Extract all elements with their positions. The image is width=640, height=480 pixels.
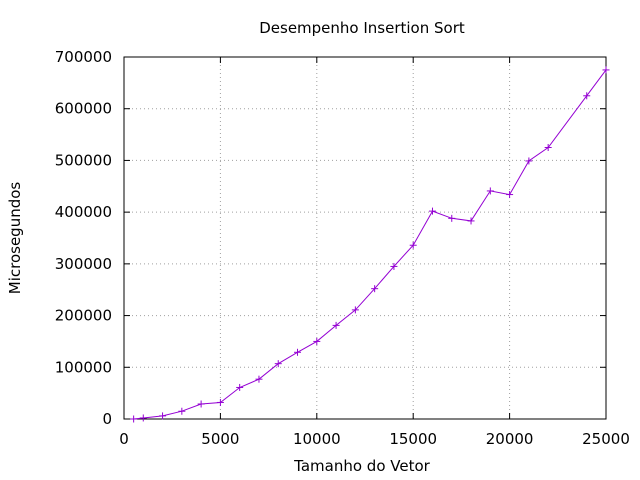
y-tick-label: 300000 <box>55 255 112 273</box>
data-point <box>178 407 186 415</box>
plot-frame <box>123 56 607 420</box>
y-tick-label: 0 <box>102 410 112 428</box>
data-point <box>130 415 138 423</box>
chart-title: Desempenho Insertion Sort <box>259 19 465 37</box>
x-tick-label: 20000 <box>486 430 534 448</box>
data-point <box>525 157 533 165</box>
data-series <box>130 66 610 423</box>
data-point <box>390 262 398 270</box>
x-tick-label: 5000 <box>201 430 239 448</box>
data-point <box>467 217 475 225</box>
data-point <box>486 187 494 195</box>
y-tick-label: 600000 <box>55 100 112 118</box>
y-axis-title: Microsegundos <box>6 182 24 295</box>
x-axis-title: Tamanho do Vetor <box>293 457 430 475</box>
y-tick-label: 200000 <box>55 307 112 325</box>
data-point <box>139 414 147 422</box>
data-point <box>274 360 282 368</box>
data-point <box>255 375 263 383</box>
data-point <box>216 398 224 406</box>
y-tick-label: 100000 <box>55 358 112 376</box>
grid-lines <box>124 57 606 419</box>
x-tick-label: 0 <box>119 430 129 448</box>
x-tick-label: 10000 <box>293 430 341 448</box>
data-point <box>409 241 417 249</box>
data-point <box>371 285 379 293</box>
data-point <box>236 383 244 391</box>
data-point <box>159 412 167 420</box>
series-line <box>133 69 607 420</box>
x-tick-label: 25000 <box>582 430 630 448</box>
y-tick-label: 500000 <box>55 151 112 169</box>
y-tick-label: 700000 <box>55 48 112 66</box>
data-point <box>448 214 456 222</box>
data-point <box>506 191 514 199</box>
data-point <box>332 321 340 329</box>
data-point <box>428 207 436 215</box>
data-point <box>351 306 359 314</box>
x-tick-label: 15000 <box>389 430 437 448</box>
data-point <box>294 348 302 356</box>
tick-labels: 0 5000 10000 15000 20000 25000 0 100000 200000 30… <box>55 48 630 448</box>
data-point <box>602 66 610 74</box>
data-point <box>197 400 205 408</box>
data-point <box>583 92 591 100</box>
data-point <box>313 337 321 345</box>
axis-ticks <box>123 56 607 420</box>
y-tick-label: 400000 <box>55 203 112 221</box>
data-point <box>544 144 552 151</box>
